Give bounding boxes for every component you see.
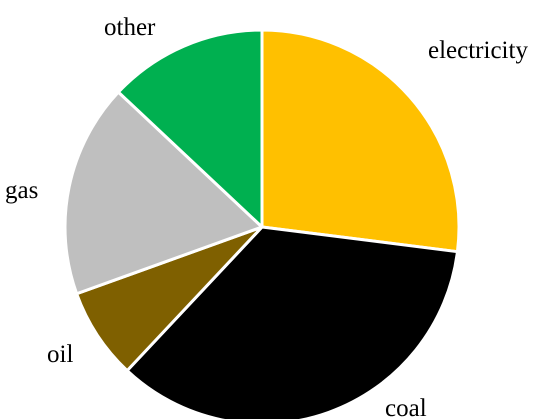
pie-slice-other bbox=[116, 28, 264, 229]
pie-slice-electricity bbox=[260, 28, 461, 254]
pie-slices bbox=[63, 28, 461, 419]
pie-label-coal: coal bbox=[385, 395, 427, 419]
pie-label-other: other bbox=[104, 14, 156, 41]
pie-labels: electricity coal oil gas other bbox=[5, 14, 528, 419]
pie-label-electricity: electricity bbox=[428, 37, 528, 64]
pie-label-oil: oil bbox=[47, 341, 73, 368]
pie-slice-gas bbox=[63, 90, 264, 296]
pie-label-gas: gas bbox=[5, 177, 38, 204]
pie-slice-coal bbox=[125, 225, 459, 419]
